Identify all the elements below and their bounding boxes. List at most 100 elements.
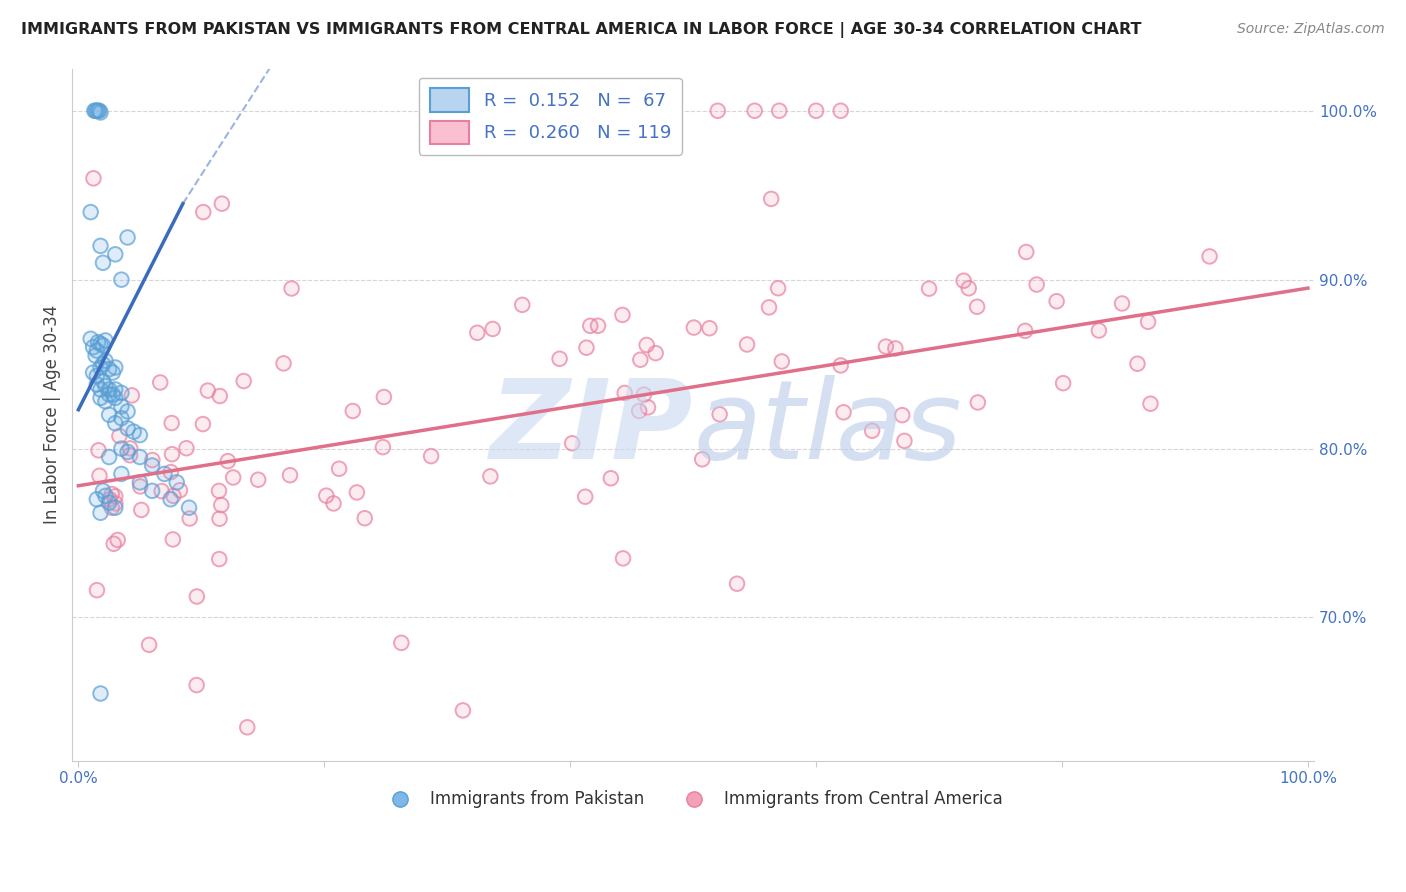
Point — [91, 374, 114, 388]
Point — [1052, 376, 1074, 391]
Point — [110, 273, 132, 287]
Point — [91, 357, 114, 371]
Point — [658, 105, 681, 120]
Point — [758, 301, 780, 315]
Point — [110, 411, 132, 425]
Point — [91, 256, 114, 270]
Point — [759, 192, 782, 206]
Point — [150, 484, 173, 499]
Point — [162, 489, 184, 503]
Point — [197, 384, 219, 398]
Point — [636, 338, 658, 352]
Point — [121, 388, 143, 402]
Point — [86, 492, 108, 507]
Point — [83, 103, 105, 118]
Point — [373, 390, 395, 404]
Point — [479, 469, 502, 483]
Point — [209, 498, 232, 512]
Point — [128, 475, 150, 490]
Point — [744, 103, 766, 118]
Point — [222, 470, 245, 484]
Point — [481, 322, 503, 336]
Point — [613, 386, 636, 401]
Point — [373, 390, 395, 404]
Point — [208, 552, 231, 566]
Point — [94, 489, 117, 503]
Point — [104, 416, 127, 430]
Point — [690, 452, 713, 467]
Point — [91, 374, 114, 388]
Point — [89, 391, 111, 405]
Point — [121, 388, 143, 402]
Point — [465, 326, 488, 340]
Point — [217, 454, 239, 468]
Point — [131, 503, 153, 517]
Point — [758, 301, 780, 315]
Point — [633, 387, 655, 401]
Point — [162, 489, 184, 503]
Point — [709, 408, 731, 422]
Point — [893, 434, 915, 448]
Point — [342, 404, 364, 418]
Point — [804, 103, 827, 118]
Point — [1014, 324, 1036, 338]
Point — [637, 401, 659, 415]
Point — [599, 471, 621, 485]
Text: ZIP: ZIP — [489, 376, 693, 483]
Point — [89, 105, 111, 120]
Point — [510, 298, 533, 312]
Point — [108, 429, 131, 443]
Point — [637, 401, 659, 415]
Point — [83, 103, 105, 118]
Point — [91, 338, 114, 352]
Point — [89, 391, 111, 405]
Point — [117, 445, 139, 459]
Point — [1137, 315, 1160, 329]
Point — [612, 308, 634, 322]
Point — [177, 500, 200, 515]
Point — [87, 103, 110, 118]
Point — [832, 405, 855, 419]
Point — [891, 408, 914, 422]
Point — [1025, 277, 1047, 292]
Point — [169, 483, 191, 498]
Point — [89, 686, 111, 700]
Point — [89, 239, 111, 253]
Point — [141, 458, 163, 473]
Point — [197, 384, 219, 398]
Point — [86, 583, 108, 598]
Point — [104, 247, 127, 261]
Point — [1198, 249, 1220, 263]
Point — [94, 334, 117, 348]
Point — [82, 340, 104, 354]
Point — [110, 442, 132, 456]
Point — [1198, 249, 1220, 263]
Point — [884, 342, 907, 356]
Point — [86, 343, 108, 358]
Point — [628, 352, 651, 367]
Point — [138, 638, 160, 652]
Point — [612, 551, 634, 566]
Point — [575, 341, 598, 355]
Point — [94, 353, 117, 368]
Point — [830, 103, 852, 118]
Point — [176, 441, 198, 455]
Point — [1052, 376, 1074, 391]
Point — [104, 500, 127, 515]
Point — [117, 421, 139, 435]
Point — [328, 462, 350, 476]
Point — [957, 281, 980, 295]
Point — [94, 379, 117, 393]
Point — [141, 453, 163, 467]
Point — [278, 468, 301, 483]
Point — [153, 467, 176, 481]
Point — [160, 447, 183, 461]
Point — [160, 447, 183, 461]
Point — [98, 495, 121, 509]
Point — [86, 583, 108, 598]
Point — [328, 462, 350, 476]
Point — [548, 351, 571, 366]
Point — [451, 703, 474, 717]
Point — [208, 389, 231, 403]
Point — [103, 537, 125, 551]
